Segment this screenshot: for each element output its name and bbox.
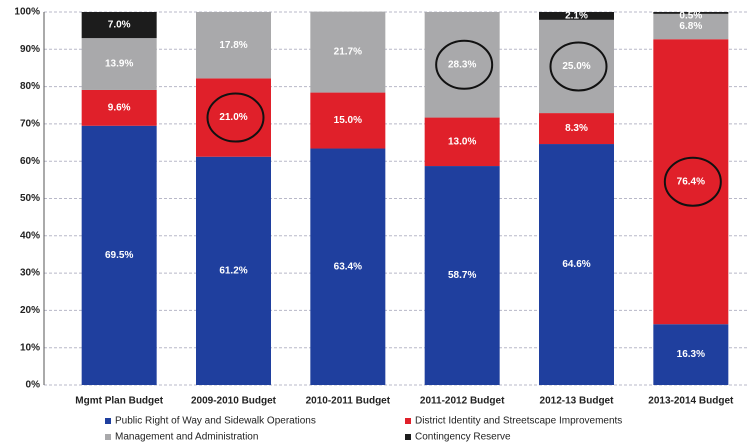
legend-swatch xyxy=(405,418,411,424)
y-tick-label: 10% xyxy=(20,342,40,353)
data-label: 6.8% xyxy=(679,21,702,32)
y-tick-label: 0% xyxy=(26,380,41,391)
bar-segment xyxy=(539,144,614,385)
x-tick-label: 2009-2010 Budget xyxy=(191,396,277,407)
bar-segment xyxy=(81,125,157,385)
data-label: 13.0% xyxy=(448,136,476,147)
legend-swatch xyxy=(105,418,111,424)
data-label: 17.8% xyxy=(219,40,247,51)
y-tick-label: 40% xyxy=(20,230,40,241)
data-label: 16.3% xyxy=(677,349,705,360)
legend-label: District Identity and Streetscape Improv… xyxy=(415,416,622,427)
data-label: 61.2% xyxy=(219,266,247,277)
y-tick-label: 80% xyxy=(20,81,40,92)
data-label: 25.0% xyxy=(562,61,590,72)
data-label: 58.7% xyxy=(448,270,476,281)
data-label: 76.4% xyxy=(677,176,705,187)
highlight-circle xyxy=(435,39,494,90)
bar-segment xyxy=(81,12,157,39)
legend-swatch xyxy=(105,434,111,440)
y-tick-label: 70% xyxy=(20,119,40,130)
bar-segment xyxy=(653,13,729,40)
y-tick-label: 100% xyxy=(14,7,40,18)
legend-label: Management and Administration xyxy=(115,432,258,443)
y-tick-label: 50% xyxy=(20,193,40,204)
bar-segment xyxy=(424,117,500,167)
data-label: 21.0% xyxy=(219,112,247,123)
y-tick-label: 20% xyxy=(20,305,40,316)
x-tick-label: Mgmt Plan Budget xyxy=(75,396,163,407)
x-tick-label: 2011-2012 Budget xyxy=(420,396,505,407)
data-label: 21.7% xyxy=(334,47,362,58)
x-tick-label: 2010-2011 Budget xyxy=(306,396,391,407)
data-label: 7.0% xyxy=(108,20,131,31)
y-tick-label: 30% xyxy=(20,268,40,279)
data-label: 9.6% xyxy=(108,103,131,114)
bar-segment xyxy=(196,12,271,79)
x-tick-label: 2012-13 Budget xyxy=(540,396,615,407)
bar-segment xyxy=(81,38,157,90)
legend-label: Contingency Reserve xyxy=(415,432,511,443)
data-label: 69.5% xyxy=(105,250,133,261)
data-label: 64.6% xyxy=(562,259,590,270)
data-label: 63.4% xyxy=(334,261,362,272)
bar-segment xyxy=(653,12,729,14)
bar-segment xyxy=(310,11,386,93)
bar-segment xyxy=(310,148,386,385)
bar-segment xyxy=(196,156,271,385)
bar-segment xyxy=(424,166,500,385)
y-tick-label: 90% xyxy=(20,44,40,55)
data-label: 8.3% xyxy=(565,123,588,134)
bar-segment xyxy=(539,12,614,20)
bar-segment xyxy=(310,92,386,149)
data-label: 2.1% xyxy=(565,11,588,22)
x-tick-label: 2013-2014 Budget xyxy=(648,396,734,407)
data-label: 13.9% xyxy=(105,59,133,70)
data-label: 28.3% xyxy=(448,59,476,70)
bar-segment xyxy=(539,113,614,145)
legend-label: Public Right of Way and Sidewalk Operati… xyxy=(115,416,316,427)
highlight-circle xyxy=(206,92,265,143)
data-label: 15.0% xyxy=(334,115,362,126)
highlight-circle xyxy=(549,41,608,92)
highlight-circle xyxy=(663,156,722,207)
bar-segment xyxy=(653,324,729,385)
bar-segment xyxy=(81,89,157,126)
y-tick-label: 60% xyxy=(20,156,40,167)
data-label: 0.5% xyxy=(679,11,702,22)
legend-swatch xyxy=(405,434,411,440)
